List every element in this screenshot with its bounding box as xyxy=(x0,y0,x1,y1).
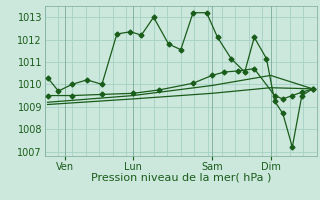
X-axis label: Pression niveau de la mer( hPa ): Pression niveau de la mer( hPa ) xyxy=(91,173,271,183)
